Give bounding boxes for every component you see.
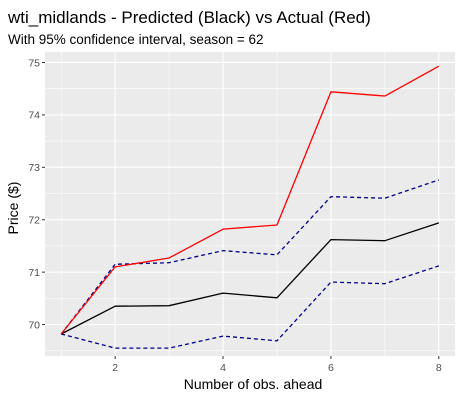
y-tick-label: 75 — [28, 57, 40, 69]
minor-gridlines — [45, 52, 455, 356]
x-axis-ticks: 2 4 6 8 — [112, 356, 442, 374]
y-tick-label: 74 — [28, 110, 40, 122]
chart-title: wti_midlands - Predicted (Black) vs Actu… — [7, 8, 371, 27]
series-lines — [60, 65, 440, 349]
y-axis-title: Price ($) — [5, 182, 21, 235]
x-tick-label: 4 — [220, 362, 226, 374]
series-line-actual — [60, 65, 440, 335]
series-line-upper — [60, 179, 440, 335]
y-tick-label: 73 — [28, 162, 40, 174]
x-tick-label: 2 — [112, 362, 118, 374]
major-gridlines — [45, 52, 455, 356]
x-tick-label: 8 — [436, 362, 442, 374]
y-tick-label: 72 — [28, 215, 40, 227]
y-tick-label: 71 — [28, 267, 40, 279]
chart-subtitle: With 95% confidence interval, season = 6… — [8, 32, 264, 47]
series-line-predicted — [60, 222, 440, 335]
y-axis-ticks: 70 71 72 73 74 75 — [28, 57, 45, 331]
plot-panel — [45, 52, 455, 356]
x-axis-title: Number of obs. ahead — [184, 376, 323, 392]
x-tick-label: 6 — [328, 362, 334, 374]
series-line-lower — [61, 265, 440, 349]
y-tick-label: 70 — [28, 319, 40, 331]
